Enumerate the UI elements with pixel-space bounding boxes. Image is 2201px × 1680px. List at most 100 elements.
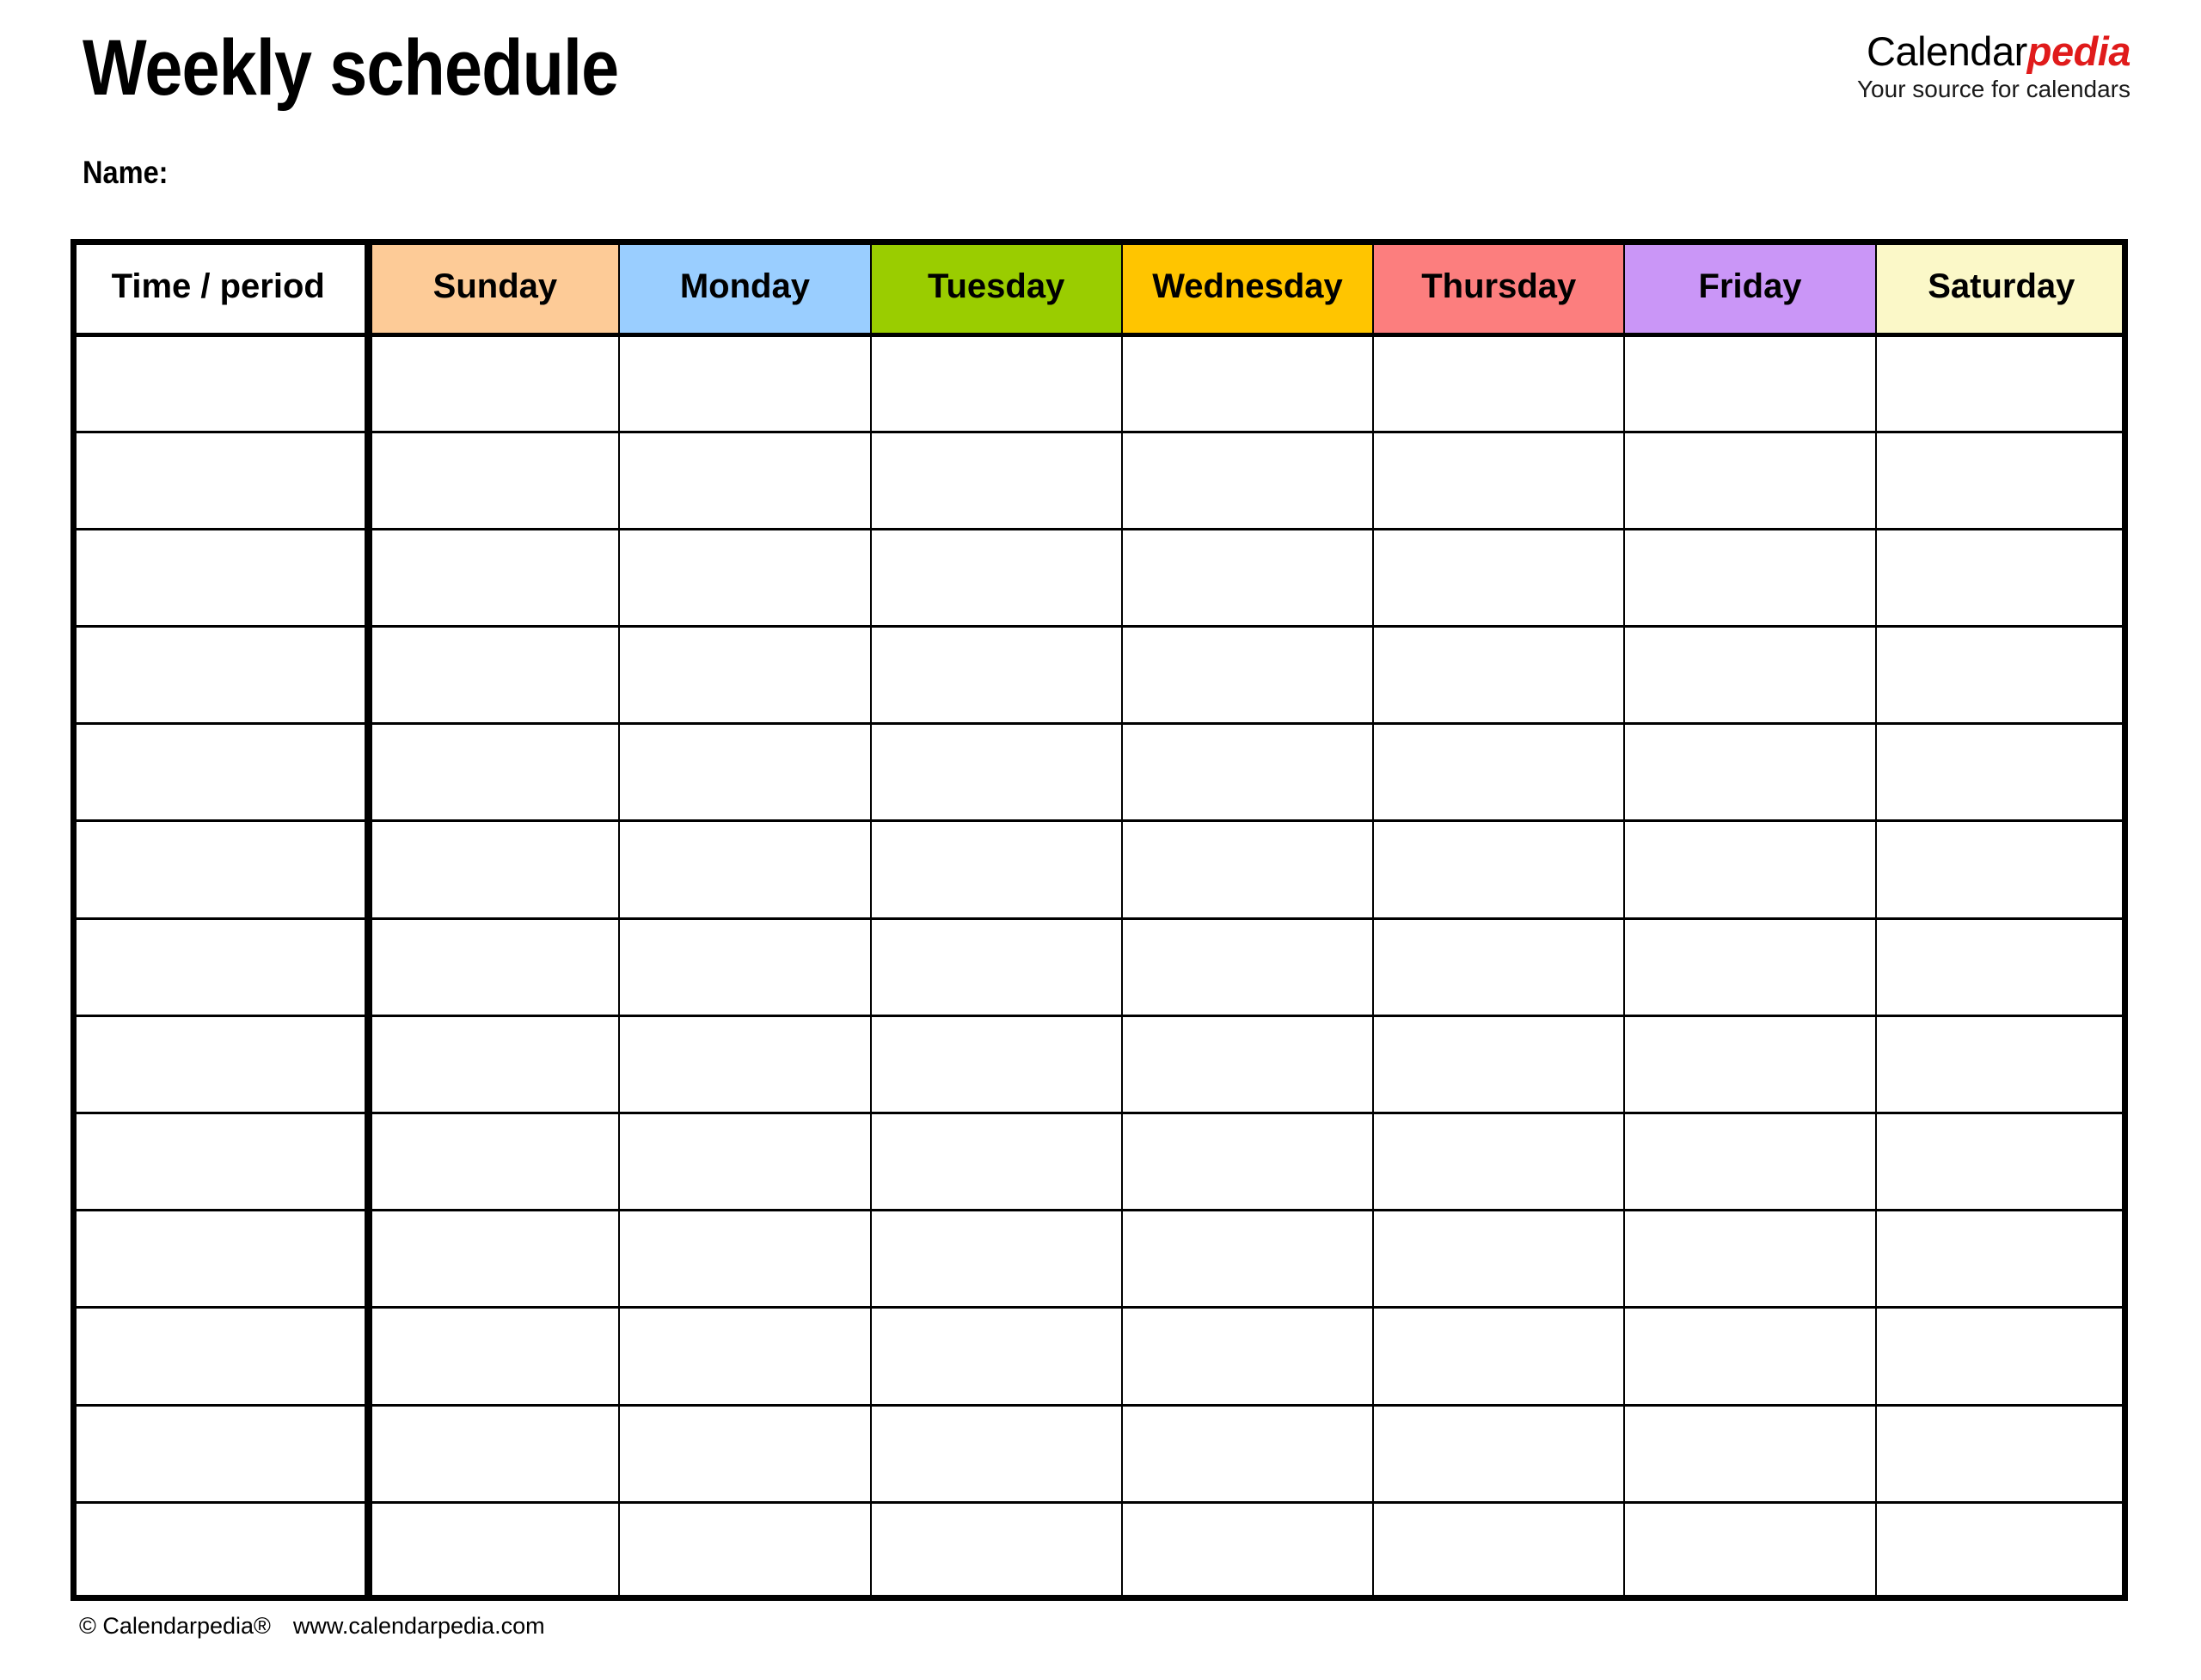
cell-saturday-row8[interactable] bbox=[1874, 1014, 2129, 1115]
cell-saturday-row9[interactable] bbox=[1874, 1111, 2129, 1212]
cell-time-row1[interactable] bbox=[71, 333, 372, 433]
cell-friday-row5[interactable] bbox=[1623, 722, 1877, 823]
cell-wednesday-row13[interactable] bbox=[1120, 1500, 1375, 1602]
cell-saturday-row12[interactable] bbox=[1874, 1403, 2129, 1504]
cell-tuesday-row7[interactable] bbox=[869, 917, 1123, 1017]
cell-friday-row6[interactable] bbox=[1623, 819, 1877, 920]
cell-thursday-row6[interactable] bbox=[1372, 819, 1626, 920]
cell-sunday-row10[interactable] bbox=[366, 1209, 621, 1309]
cell-wednesday-row9[interactable] bbox=[1120, 1111, 1375, 1212]
cell-thursday-row2[interactable] bbox=[1372, 430, 1626, 530]
cell-monday-row11[interactable] bbox=[618, 1306, 872, 1407]
cell-sunday-row4[interactable] bbox=[366, 625, 621, 726]
cell-thursday-row11[interactable] bbox=[1372, 1306, 1626, 1407]
cell-thursday-row7[interactable] bbox=[1372, 917, 1626, 1017]
cell-saturday-row3[interactable] bbox=[1874, 527, 2129, 628]
cell-monday-row13[interactable] bbox=[618, 1500, 872, 1602]
cell-thursday-row1[interactable] bbox=[1372, 333, 1626, 433]
cell-friday-row12[interactable] bbox=[1623, 1403, 1877, 1504]
cell-saturday-row4[interactable] bbox=[1874, 625, 2129, 726]
cell-time-row13[interactable] bbox=[71, 1500, 372, 1602]
cell-wednesday-row1[interactable] bbox=[1120, 333, 1375, 433]
cell-sunday-row13[interactable] bbox=[366, 1500, 621, 1602]
cell-wednesday-row10[interactable] bbox=[1120, 1209, 1375, 1309]
cell-monday-row3[interactable] bbox=[618, 527, 872, 628]
cell-friday-row10[interactable] bbox=[1623, 1209, 1877, 1309]
cell-wednesday-row7[interactable] bbox=[1120, 917, 1375, 1017]
cell-wednesday-row12[interactable] bbox=[1120, 1403, 1375, 1504]
cell-sunday-row11[interactable] bbox=[366, 1306, 621, 1407]
cell-monday-row12[interactable] bbox=[618, 1403, 872, 1504]
cell-wednesday-row4[interactable] bbox=[1120, 625, 1375, 726]
cell-time-row3[interactable] bbox=[71, 527, 372, 628]
cell-tuesday-row2[interactable] bbox=[869, 430, 1123, 530]
cell-thursday-row10[interactable] bbox=[1372, 1209, 1626, 1309]
cell-monday-row9[interactable] bbox=[618, 1111, 872, 1212]
cell-time-row9[interactable] bbox=[71, 1111, 372, 1212]
cell-monday-row8[interactable] bbox=[618, 1014, 872, 1115]
cell-tuesday-row9[interactable] bbox=[869, 1111, 1123, 1212]
cell-sunday-row1[interactable] bbox=[366, 333, 621, 433]
cell-wednesday-row2[interactable] bbox=[1120, 430, 1375, 530]
cell-sunday-row9[interactable] bbox=[366, 1111, 621, 1212]
footer-website[interactable]: www.calendarpedia.com bbox=[292, 1613, 545, 1639]
cell-tuesday-row10[interactable] bbox=[869, 1209, 1123, 1309]
cell-thursday-row3[interactable] bbox=[1372, 527, 1626, 628]
cell-monday-row2[interactable] bbox=[618, 430, 872, 530]
cell-tuesday-row1[interactable] bbox=[869, 333, 1123, 433]
cell-time-row10[interactable] bbox=[71, 1209, 372, 1309]
cell-tuesday-row13[interactable] bbox=[869, 1500, 1123, 1602]
cell-time-row4[interactable] bbox=[71, 625, 372, 726]
cell-saturday-row5[interactable] bbox=[1874, 722, 2129, 823]
cell-friday-row13[interactable] bbox=[1623, 1500, 1877, 1602]
cell-thursday-row13[interactable] bbox=[1372, 1500, 1626, 1602]
cell-tuesday-row5[interactable] bbox=[869, 722, 1123, 823]
cell-friday-row11[interactable] bbox=[1623, 1306, 1877, 1407]
cell-sunday-row12[interactable] bbox=[366, 1403, 621, 1504]
cell-tuesday-row4[interactable] bbox=[869, 625, 1123, 726]
cell-sunday-row8[interactable] bbox=[366, 1014, 621, 1115]
cell-wednesday-row8[interactable] bbox=[1120, 1014, 1375, 1115]
cell-sunday-row5[interactable] bbox=[366, 722, 621, 823]
cell-thursday-row4[interactable] bbox=[1372, 625, 1626, 726]
cell-friday-row1[interactable] bbox=[1623, 333, 1877, 433]
cell-tuesday-row6[interactable] bbox=[869, 819, 1123, 920]
cell-thursday-row12[interactable] bbox=[1372, 1403, 1626, 1504]
cell-wednesday-row3[interactable] bbox=[1120, 527, 1375, 628]
cell-time-row11[interactable] bbox=[71, 1306, 372, 1407]
cell-time-row2[interactable] bbox=[71, 430, 372, 530]
cell-monday-row7[interactable] bbox=[618, 917, 872, 1017]
cell-saturday-row6[interactable] bbox=[1874, 819, 2129, 920]
cell-time-row5[interactable] bbox=[71, 722, 372, 823]
cell-friday-row4[interactable] bbox=[1623, 625, 1877, 726]
cell-wednesday-row5[interactable] bbox=[1120, 722, 1375, 823]
cell-saturday-row13[interactable] bbox=[1874, 1500, 2129, 1602]
cell-monday-row5[interactable] bbox=[618, 722, 872, 823]
cell-time-row8[interactable] bbox=[71, 1014, 372, 1115]
cell-tuesday-row8[interactable] bbox=[869, 1014, 1123, 1115]
cell-sunday-row7[interactable] bbox=[366, 917, 621, 1017]
cell-friday-row8[interactable] bbox=[1623, 1014, 1877, 1115]
cell-saturday-row1[interactable] bbox=[1874, 333, 2129, 433]
cell-time-row12[interactable] bbox=[71, 1403, 372, 1504]
cell-sunday-row6[interactable] bbox=[366, 819, 621, 920]
cell-monday-row4[interactable] bbox=[618, 625, 872, 726]
cell-sunday-row2[interactable] bbox=[366, 430, 621, 530]
cell-tuesday-row12[interactable] bbox=[869, 1403, 1123, 1504]
cell-tuesday-row3[interactable] bbox=[869, 527, 1123, 628]
cell-friday-row3[interactable] bbox=[1623, 527, 1877, 628]
cell-tuesday-row11[interactable] bbox=[869, 1306, 1123, 1407]
cell-friday-row2[interactable] bbox=[1623, 430, 1877, 530]
cell-monday-row10[interactable] bbox=[618, 1209, 872, 1309]
cell-monday-row6[interactable] bbox=[618, 819, 872, 920]
cell-saturday-row10[interactable] bbox=[1874, 1209, 2129, 1309]
cell-wednesday-row6[interactable] bbox=[1120, 819, 1375, 920]
cell-sunday-row3[interactable] bbox=[366, 527, 621, 628]
cell-time-row6[interactable] bbox=[71, 819, 372, 920]
cell-thursday-row8[interactable] bbox=[1372, 1014, 1626, 1115]
cell-thursday-row9[interactable] bbox=[1372, 1111, 1626, 1212]
cell-time-row7[interactable] bbox=[71, 917, 372, 1017]
cell-saturday-row7[interactable] bbox=[1874, 917, 2129, 1017]
cell-monday-row1[interactable] bbox=[618, 333, 872, 433]
cell-saturday-row11[interactable] bbox=[1874, 1306, 2129, 1407]
